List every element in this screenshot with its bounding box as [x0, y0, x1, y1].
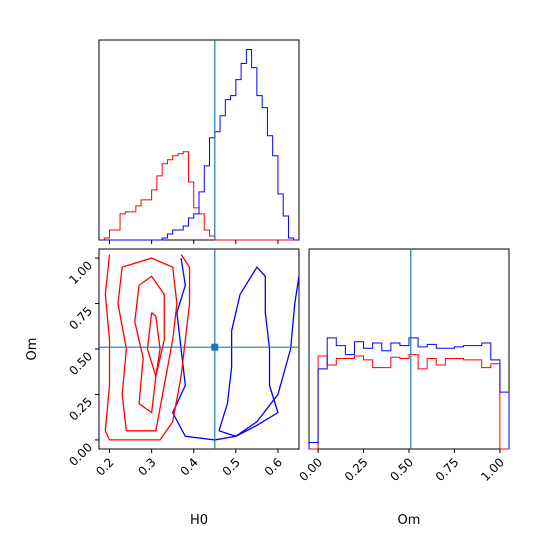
contour-x-tick-label-2: 0.4	[177, 455, 200, 478]
contour-y-tick-label-1: 0.25	[66, 395, 95, 424]
om-hist-blue-series	[308, 337, 510, 449]
red-contour-level-3	[146, 312, 161, 377]
x-axis-label-om: Om	[398, 513, 421, 528]
om-hist-x-tick-label-4: 1.00	[478, 455, 507, 484]
blue-contour-level-0	[171, 257, 299, 441]
h0-hist-frame	[98, 39, 300, 241]
red-contour-level-2	[134, 275, 165, 414]
om-hist-x-tick-label-0: 0.00	[296, 455, 325, 484]
contour-x-tick-label-1: 0.3	[135, 455, 158, 478]
y-axis-label-om: Om	[25, 338, 40, 361]
om-hist-x-tick-label-2: 0.50	[387, 455, 416, 484]
contour-y-tick-label-4: 1.00	[66, 258, 95, 287]
blue-contour-level-1	[218, 266, 279, 437]
om-hist-red-series	[309, 354, 509, 450]
om-hist-x-tick-label-1: 0.25	[342, 455, 371, 484]
truth-marker	[211, 343, 219, 351]
om-hist-frame	[308, 248, 510, 450]
x-axis-label-h0: H0	[190, 513, 208, 528]
h0-hist-blue-series	[99, 49, 299, 241]
om-hist-x-tick-label-3: 0.75	[433, 455, 462, 484]
red-contour-level-0	[104, 254, 191, 441]
contour-y-tick-label-0: 0.00	[66, 440, 95, 469]
contour-lines	[104, 254, 299, 441]
om-histogram-panel	[308, 249, 510, 450]
contour-y-tick-label-2: 0.50	[66, 349, 95, 378]
contour-x-tick-label-4: 0.6	[262, 455, 285, 478]
contour-x-tick-label-0: 0.2	[93, 455, 116, 478]
contour-x-tick-label-3: 0.5	[220, 455, 243, 478]
h0-histogram-panel	[99, 40, 299, 241]
contour-y-tick-label-3: 0.75	[66, 304, 95, 333]
h0-om-contour-panel	[99, 249, 299, 449]
h0-hist-red-series	[99, 151, 299, 241]
red-contour-level-1	[117, 257, 178, 432]
